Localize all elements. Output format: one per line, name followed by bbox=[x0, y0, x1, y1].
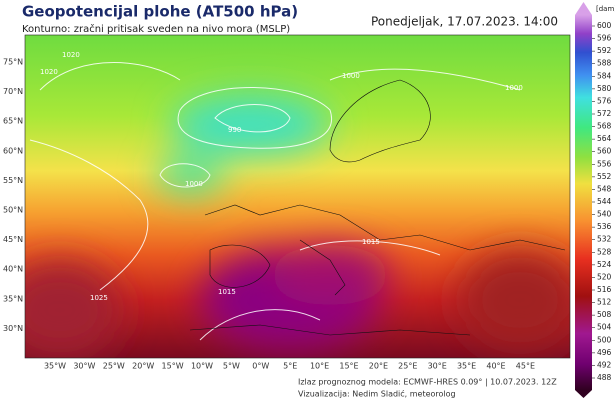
contour-label: 1020 bbox=[40, 68, 58, 76]
colorbar-label: 596 bbox=[597, 34, 612, 43]
colorbar-label: 560 bbox=[597, 147, 612, 156]
lat-label: 70°N bbox=[3, 87, 23, 96]
lat-label: 50°N bbox=[3, 206, 23, 215]
title: Geopotencijal plohe (AT500 hPa) bbox=[22, 3, 298, 21]
colorbar-label: 520 bbox=[597, 272, 612, 281]
colorbar-label: 512 bbox=[597, 298, 612, 307]
lon-label: 35°E bbox=[457, 362, 476, 371]
contour-label: 1000 bbox=[505, 84, 523, 92]
colorbar-label: 528 bbox=[597, 247, 612, 256]
colorbar-label: 492 bbox=[597, 360, 612, 369]
lon-label: 15°W bbox=[162, 362, 184, 371]
colorbar-label: 544 bbox=[597, 197, 612, 206]
colorbar-unit: [dam] bbox=[596, 5, 615, 13]
contour-label: 1015 bbox=[218, 288, 236, 296]
lon-label: 30°E bbox=[428, 362, 447, 371]
lon-label: 25°W bbox=[103, 362, 125, 371]
lat-label: 60°N bbox=[3, 146, 23, 155]
lat-label: 30°N bbox=[3, 324, 23, 333]
lat-label: 40°N bbox=[3, 265, 23, 274]
colorbar-label: 540 bbox=[597, 210, 612, 219]
map bbox=[25, 35, 570, 358]
footer-model: Izlaz prognoznog modela: ECMWF-HRES 0.09… bbox=[298, 378, 557, 387]
colorbar-label: 536 bbox=[597, 222, 612, 231]
colorbar-label: 552 bbox=[597, 172, 612, 181]
lat-label: 65°N bbox=[3, 117, 23, 126]
colorbar-label: 576 bbox=[597, 96, 612, 105]
lon-label: 5°E bbox=[283, 362, 297, 371]
contour-label: 1025 bbox=[90, 294, 108, 302]
lon-label: 45°E bbox=[516, 362, 535, 371]
contour-label: 1015 bbox=[362, 238, 380, 246]
lon-label: 10°E bbox=[310, 362, 329, 371]
lon-label: 0°W bbox=[252, 362, 269, 371]
colorbar-label: 500 bbox=[597, 335, 612, 344]
colorbar-label: 532 bbox=[597, 235, 612, 244]
colorbar-label: 600 bbox=[597, 21, 612, 30]
colorbar-label: 524 bbox=[597, 260, 612, 269]
colorbar-label: 548 bbox=[597, 184, 612, 193]
colorbar bbox=[575, 15, 592, 390]
colorbar-top bbox=[575, 2, 592, 15]
subtitle: Konturno: zračni pritisak sveden na nivo… bbox=[22, 23, 290, 35]
colorbar-label: 584 bbox=[597, 71, 612, 80]
colorbar-label: 504 bbox=[597, 323, 612, 332]
lon-label: 20°W bbox=[132, 362, 154, 371]
colorbar-label: 592 bbox=[597, 46, 612, 55]
contour-label: 1000 bbox=[185, 180, 203, 188]
lat-label: 45°N bbox=[3, 235, 23, 244]
lon-label: 25°E bbox=[398, 362, 417, 371]
colorbar-label: 588 bbox=[597, 59, 612, 68]
lon-label: 35°W bbox=[44, 362, 66, 371]
contour-label: 1020 bbox=[62, 51, 80, 59]
colorbar-label: 556 bbox=[597, 159, 612, 168]
colorbar-label: 568 bbox=[597, 122, 612, 131]
datetime: Ponedjeljak, 17.07.2023. 14:00 bbox=[371, 15, 558, 29]
lon-label: 30°W bbox=[73, 362, 95, 371]
colorbar-label: 496 bbox=[597, 348, 612, 357]
lon-label: 10°W bbox=[191, 362, 213, 371]
colorbar-label: 488 bbox=[597, 373, 612, 382]
lat-label: 55°N bbox=[3, 176, 23, 185]
colorbar-bottom bbox=[575, 390, 592, 398]
lon-label: 40°E bbox=[486, 362, 505, 371]
contour-label: 1000 bbox=[342, 72, 360, 80]
lon-label: 5°W bbox=[223, 362, 240, 371]
colorbar-label: 516 bbox=[597, 285, 612, 294]
lat-label: 75°N bbox=[3, 58, 23, 67]
contour-label: 990 bbox=[228, 126, 241, 134]
colorbar-label: 564 bbox=[597, 134, 612, 143]
lat-label: 35°N bbox=[3, 294, 23, 303]
colorbar-label: 572 bbox=[597, 109, 612, 118]
lon-label: 20°E bbox=[369, 362, 388, 371]
colorbar-label: 508 bbox=[597, 310, 612, 319]
lon-label: 15°E bbox=[339, 362, 358, 371]
colorbar-label: 580 bbox=[597, 84, 612, 93]
footer-credit: Vizualizacija: Nedim Sladić, meteorolog bbox=[298, 389, 456, 399]
